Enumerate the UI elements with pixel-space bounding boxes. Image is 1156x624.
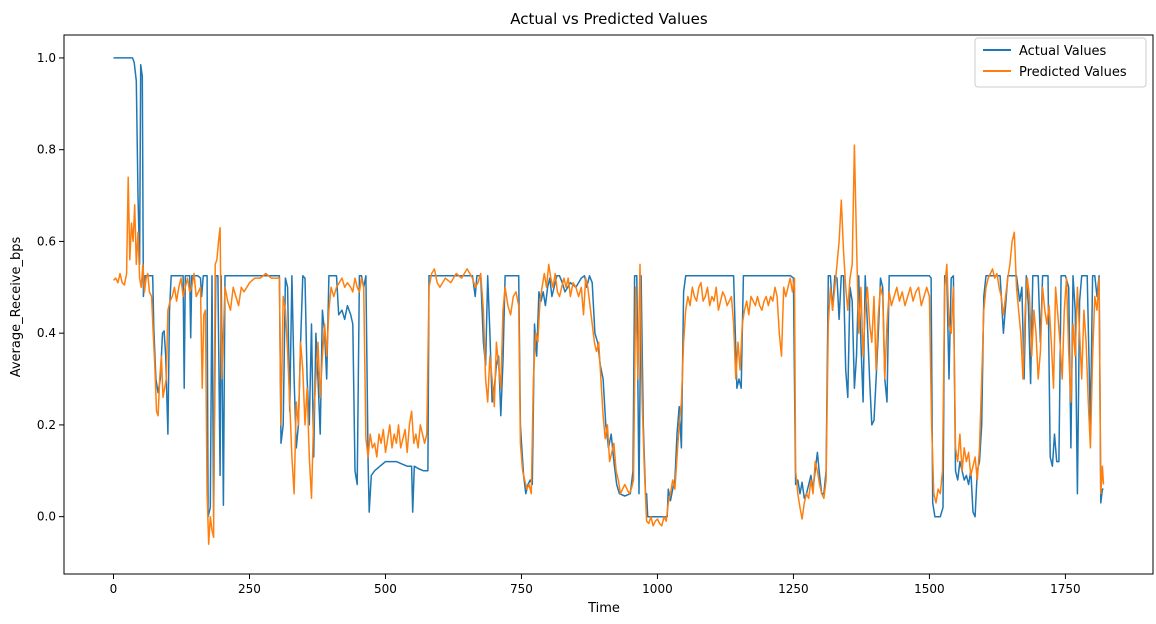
legend-label-actual: Actual Values <box>1019 44 1107 59</box>
plot-frame <box>63 34 1154 575</box>
x-axis: 0 250 500 750 1000 1250 1500 1750 <box>110 574 1081 596</box>
legend: Actual Values Predicted Values <box>974 37 1147 88</box>
y-tick-label: 0.6 <box>37 234 56 248</box>
y-tick-label: 0.4 <box>37 326 56 340</box>
x-tick-label: 1500 <box>914 582 945 596</box>
x-tick-label: 250 <box>238 582 261 596</box>
y-tick-label: 0.8 <box>37 143 56 157</box>
x-tick-label: 750 <box>510 582 533 596</box>
series-lines <box>112 57 1105 545</box>
y-axis-label: Average_Receive_bps <box>9 236 24 377</box>
x-axis-label: Time <box>587 601 620 616</box>
x-tick-label: 500 <box>374 582 397 596</box>
x-tick-label: 1000 <box>642 582 673 596</box>
x-tick-label: 0 <box>110 582 118 596</box>
legend-label-predicted: Predicted Values <box>1019 65 1127 80</box>
legend-box <box>974 37 1147 88</box>
series-line-actual <box>113 57 1104 518</box>
y-axis: 0.0 0.2 0.4 0.6 0.8 1.0 <box>37 51 64 524</box>
series-line-predicted <box>112 144 1105 545</box>
y-tick-label: 0.0 <box>37 510 56 524</box>
x-tick-label: 1750 <box>1050 582 1081 596</box>
y-tick-label: 1.0 <box>37 51 56 65</box>
x-tick-label: 1250 <box>778 582 809 596</box>
y-tick-label: 0.2 <box>37 418 56 432</box>
chart-title: Actual vs Predicted Values <box>510 10 708 28</box>
